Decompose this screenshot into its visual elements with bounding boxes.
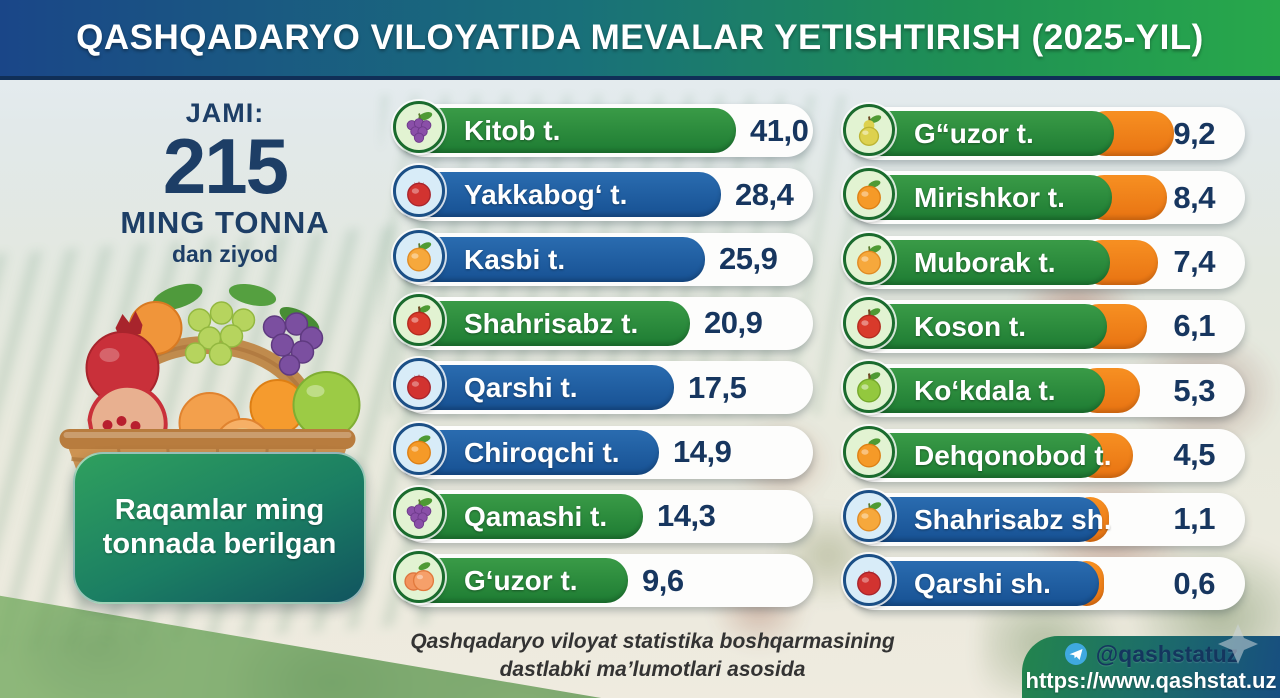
- source-note: Qashqadaryo viloyat statistika boshqarma…: [380, 628, 925, 685]
- peach-icon: [393, 551, 445, 604]
- value-label: 1,1: [1173, 501, 1215, 537]
- table-row: Qarshi sh. 0,6: [843, 554, 1245, 611]
- total-suffix: dan ziyod: [171, 241, 279, 268]
- green-grapes: [184, 301, 256, 366]
- value-label: 28,4: [735, 176, 794, 212]
- telegram-icon[interactable]: [1064, 642, 1088, 666]
- total-value: 215: [162, 122, 289, 210]
- table-row: Muborak t. 7,4: [843, 232, 1245, 289]
- value-label: 17,5: [688, 369, 747, 405]
- telegram-handle[interactable]: @qashstatuz: [1095, 640, 1239, 667]
- value-label: 9,2: [1173, 115, 1215, 151]
- unit-note-box: Raqamlar ming tonnada berilgan: [73, 452, 366, 604]
- contact-box: @qashstatuz https://www.qashstat.uz: [1022, 624, 1280, 698]
- table-row: Kasbi t. 25,9: [393, 229, 813, 286]
- source-line-2: dastlabki ma’lumotlari asosida: [499, 658, 806, 682]
- district-label: Mirishkor t.: [914, 182, 1065, 214]
- total-unit: MING TONNA: [120, 205, 330, 241]
- bar-column-left: Kitob t. 41,0 Yakkabog‘ t. 28,4 Kasbi t. 25,9…: [393, 0, 813, 698]
- district-label: Dehqonobod t.: [914, 439, 1112, 471]
- apricot-icon: [843, 489, 895, 542]
- district-label: Ko‘kdala t.: [914, 375, 1056, 407]
- sparkle-decoration: [1218, 624, 1258, 664]
- district-label: G“uzor t.: [914, 118, 1034, 149]
- apple-red-icon: [843, 296, 895, 349]
- district-bar: Shahrisabz sh.: [852, 496, 1112, 542]
- value-label: 9,6: [642, 562, 684, 598]
- table-row: G‘uzor t. 9,6: [393, 551, 813, 608]
- apricot-icon: [393, 229, 445, 282]
- district-label: Qamashi t.: [464, 500, 608, 532]
- table-row: Shahrisabz sh. 1,1: [843, 489, 1245, 546]
- value-label: 25,9: [719, 241, 778, 277]
- district-bar: Mirishkor t.: [852, 175, 1112, 221]
- pomegranate-icon: [393, 165, 445, 218]
- apple-red-icon: [393, 293, 445, 346]
- pear-icon: [843, 104, 895, 156]
- district-label: G‘uzor t.: [464, 565, 578, 597]
- table-row: Chiroqchi t. 14,9: [393, 422, 813, 479]
- value-label: 20,9: [704, 305, 763, 341]
- table-row: G“uzor t. 9,2: [843, 104, 1245, 160]
- table-row: Qamashi t. 14,3: [393, 486, 813, 543]
- district-bar: Kasbi t.: [402, 236, 705, 282]
- value-label: 8,4: [1173, 179, 1215, 215]
- table-row: Shahrisabz t. 20,9: [393, 293, 813, 350]
- district-bar: G“uzor t.: [852, 111, 1114, 156]
- value-label: 14,9: [673, 434, 732, 469]
- value-label: 7,4: [1173, 244, 1215, 280]
- table-row: Kitob t. 41,0: [393, 101, 813, 157]
- website-url[interactable]: https://www.qashstat.uz: [1025, 668, 1277, 693]
- total-label: JAMI:: [185, 98, 265, 128]
- pomegranate-icon: [393, 358, 445, 411]
- table-row: Ko‘kdala t. 5,3: [843, 361, 1245, 418]
- apricot-icon: [843, 232, 895, 285]
- district-label: Qarshi t.: [464, 372, 578, 404]
- bar-column-right: G“uzor t. 9,2 Mirishkor t. 8,4 Muborak t. 7,4…: [843, 0, 1245, 698]
- district-bar: Kitob t.: [402, 108, 736, 153]
- district-bar: Qarshi t.: [402, 365, 674, 411]
- value-label: 41,0: [750, 112, 809, 148]
- district-label: Kitob t.: [464, 115, 561, 146]
- table-row: Yakkabog‘ t. 28,4: [393, 165, 813, 222]
- summary-panel: JAMI: 215 MING TONNA dan ziyod: [70, 98, 380, 268]
- apple-green-icon: [843, 361, 895, 414]
- district-label: Shahrisabz sh.: [914, 503, 1112, 535]
- grapes-icon: [393, 486, 445, 539]
- orange-icon: [843, 168, 895, 221]
- district-label: Koson t.: [914, 310, 1026, 342]
- value-label: 4,5: [1173, 437, 1215, 472]
- district-bar: Shahrisabz t.: [402, 300, 690, 346]
- value-label: 14,3: [657, 498, 716, 534]
- district-bar: Chiroqchi t.: [402, 429, 659, 475]
- orange-icon: [843, 425, 895, 478]
- title-bar: QASHQADARYO VILOYATIDA MEVALAR YETISHTIR…: [0, 0, 1280, 80]
- table-row: Mirishkor t. 8,4: [843, 168, 1245, 225]
- district-label: Kasbi t.: [464, 243, 566, 275]
- grapes-icon: [393, 101, 445, 153]
- value-label: 0,6: [1173, 565, 1215, 601]
- table-row: Qarshi t. 17,5: [393, 358, 813, 415]
- district-label: Shahrisabz t.: [464, 307, 639, 339]
- value-label: 6,1: [1173, 308, 1215, 344]
- district-label: Yakkabog‘ t.: [464, 179, 628, 211]
- unit-note-text: Raqamlar ming tonnada berilgan: [102, 494, 337, 560]
- district-bar: Yakkabog‘ t.: [402, 172, 721, 218]
- value-label: 5,3: [1173, 372, 1215, 408]
- table-row: Koson t. 6,1: [843, 296, 1245, 353]
- district-label: Qarshi sh.: [914, 568, 1051, 600]
- source-line-1: Qashqadaryo viloyat statistika boshqarma…: [410, 630, 895, 653]
- page-title: QASHQADARYO VILOYATIDA MEVALAR YETISHTIR…: [76, 18, 1204, 57]
- purple-grapes: [262, 312, 324, 376]
- district-bar: Ko‘kdala t.: [852, 368, 1105, 414]
- orange-icon: [393, 422, 445, 475]
- pomegranate-icon: [843, 554, 895, 607]
- district-label: Chiroqchi t.: [464, 436, 620, 468]
- district-label: Muborak t.: [914, 246, 1056, 278]
- district-bar: Muborak t.: [852, 239, 1110, 285]
- green-apple: [292, 371, 361, 439]
- table-row: Dehqonobod t. 4,5: [843, 425, 1245, 482]
